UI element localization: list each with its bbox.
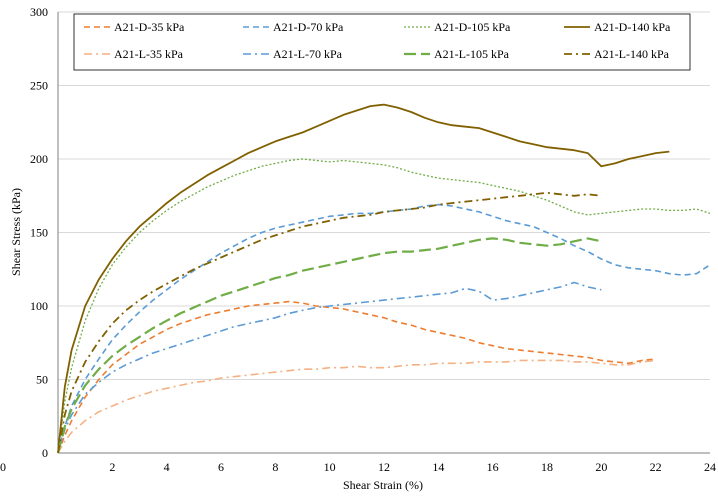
x-tick-label: 24 [704,460,716,474]
y-tick-label: 200 [30,152,48,166]
x-tick-label: 0 [0,460,6,474]
series-line-a21-d-70-kpa [57,203,711,454]
x-tick-label: 6 [218,460,224,474]
series-line-a21-d-105-kpa [57,158,711,454]
legend-label-a21-l-70-kpa: A21-L-70 kPa [273,47,343,61]
legend: A21-D-35 kPa A21-D-70 kPa A21-D-105 kPa A21… [73,13,691,71]
y-tick-label: 150 [30,226,48,240]
x-tick-label: 8 [272,460,278,474]
legend-label-a21-l-105-kpa: A21-L-105 kPa [434,47,510,61]
legend-label-a21-d-70-kpa: A21-D-70 kPa [273,20,344,34]
x-axis-title: Shear Strain (%) [343,478,423,492]
series-line-a21-d-35-kpa [57,300,656,454]
y-tick-label: 50 [36,373,48,387]
y-tick-label: 100 [30,299,48,313]
x-tick-label: 10 [324,460,336,474]
grid-layer [58,11,710,380]
y-tick-label: 300 [30,5,48,19]
x-tick-label: 14 [432,460,444,474]
x-tick-label: 16 [487,460,499,474]
y-tick-label: 250 [30,79,48,93]
x-tick-label: 2 [109,460,115,474]
x-tick-label: 22 [650,460,662,474]
y-tick-label: 0 [42,446,48,460]
x-tick-label: 4 [164,460,170,474]
x-tick-label: 20 [595,460,607,474]
x-tick-label: 12 [378,460,390,474]
x-tick-label: 18 [541,460,553,474]
series-line-a21-d-140-kpa [57,103,670,454]
series-layer [56,103,711,454]
legend-label-a21-l-140-kpa: A21-L-140 kPa [594,47,670,61]
legend-label-a21-l-35-kpa: A21-L-35 kPa [114,47,184,61]
series-line-a21-l-35-kpa [57,359,656,454]
legend-label-a21-d-140-kpa: A21-D-140 kPa [594,20,671,34]
series-line-a21-l-140-kpa [57,191,602,454]
series-line-a21-l-105-kpa [56,237,602,454]
legend-label-a21-d-35-kpa: A21-D-35 kPa [114,20,185,34]
legend-label-a21-d-105-kpa: A21-D-105 kPa [434,20,511,34]
legend-box [73,13,691,71]
y-axis-title: Shear Stress (kPa) [9,188,23,276]
series-line-a21-l-70-kpa [57,281,602,454]
